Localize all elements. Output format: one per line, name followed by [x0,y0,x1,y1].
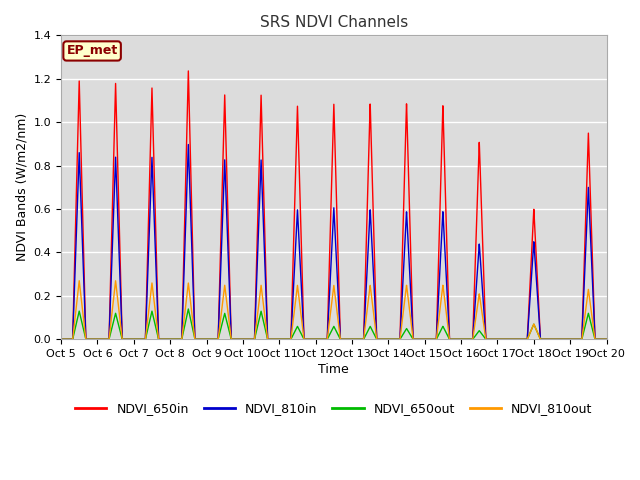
NDVI_810out [57,336,65,342]
NDVI_650in [263,304,271,310]
NDVI_810out [598,336,606,342]
NDVI_810out [187,300,195,306]
NDVI_650out [603,336,611,342]
NDVI_650in [603,336,611,342]
NDVI_810in [301,336,309,342]
NDVI_650out [57,336,65,342]
NDVI_810in [598,336,606,342]
NDVI_810in [184,142,192,147]
NDVI_650out [184,309,191,315]
Y-axis label: NDVI Bands (W/m2/nm): NDVI Bands (W/m2/nm) [15,113,28,262]
NDVI_650in [189,281,197,287]
Line: NDVI_810out: NDVI_810out [61,281,607,339]
NDVI_650in [187,165,195,171]
NDVI_650out [184,306,192,312]
NDVI_810in [187,212,195,218]
NDVI_650out [263,333,271,338]
Legend: NDVI_650in, NDVI_810in, NDVI_650out, NDVI_810out: NDVI_650in, NDVI_810in, NDVI_650out, NDV… [70,397,598,420]
Title: SRS NDVI Channels: SRS NDVI Channels [260,15,408,30]
NDVI_810out [189,325,197,331]
Line: NDVI_650out: NDVI_650out [61,309,607,339]
Line: NDVI_650in: NDVI_650in [61,71,607,339]
NDVI_810out [603,336,611,342]
NDVI_650out [301,336,309,342]
NDVI_810in [184,159,191,165]
Text: EP_met: EP_met [67,45,118,58]
Line: NDVI_810in: NDVI_810in [61,144,607,339]
NDVI_650in [598,336,606,342]
NDVI_810out [263,329,271,335]
X-axis label: Time: Time [319,363,349,376]
NDVI_650in [57,336,65,342]
NDVI_810out [301,336,309,342]
NDVI_810out [76,278,83,284]
NDVI_650out [189,330,197,336]
NDVI_810in [603,336,611,342]
NDVI_650in [301,336,309,342]
NDVI_810in [57,336,65,342]
NDVI_650in [184,93,191,98]
NDVI_650out [187,317,195,323]
NDVI_810in [189,296,197,302]
NDVI_810out [184,285,191,290]
NDVI_810in [263,312,271,318]
NDVI_650in [184,68,192,74]
NDVI_650out [598,336,606,342]
